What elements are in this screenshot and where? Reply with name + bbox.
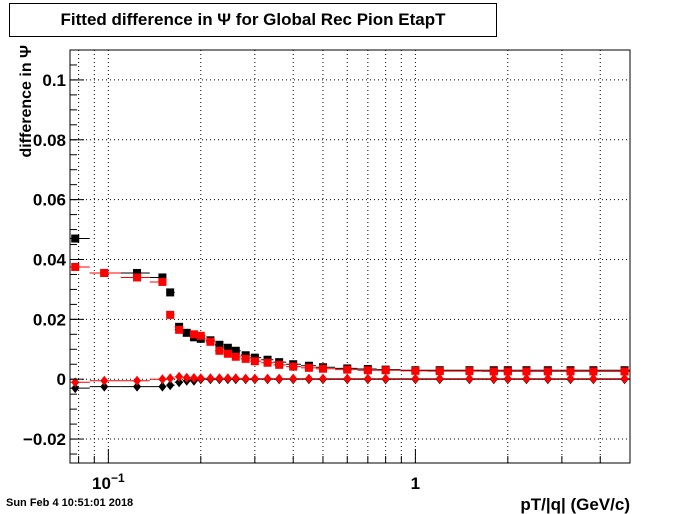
data-point-square <box>71 262 80 271</box>
x-axis-label: pT/|q| (GeV/c) <box>520 495 630 514</box>
y-tick-label: 0.1 <box>42 71 66 90</box>
data-point-square <box>158 277 167 286</box>
data-point-square <box>175 325 184 334</box>
data-point-diamond <box>189 373 198 384</box>
data-point-diamond <box>175 371 184 382</box>
data-point-square <box>411 366 420 375</box>
data-point-square <box>215 346 224 355</box>
data-point-square <box>189 330 198 339</box>
data-point-diamond <box>158 381 167 392</box>
chart-title: Fitted difference in Ψ for Global Rec Pi… <box>9 3 497 37</box>
grid-lines <box>70 50 631 463</box>
data-point-square <box>166 288 175 297</box>
data-point-diamond <box>363 373 372 384</box>
data-point-diamond <box>206 373 215 384</box>
data-point-diamond <box>263 373 272 384</box>
data-point-square <box>133 273 142 282</box>
data-point-diamond <box>100 375 109 386</box>
data-point-square <box>100 268 109 277</box>
data-point-square <box>620 367 629 376</box>
data-point-diamond <box>231 373 240 384</box>
data-point-square <box>241 354 250 363</box>
data-point-diamond <box>465 373 474 384</box>
y-tick-label: 0.06 <box>33 191 66 210</box>
data-point-square <box>223 349 232 358</box>
x-tick-label: 10−1 <box>92 471 125 493</box>
axis-ticks <box>70 64 631 463</box>
data-point-square <box>589 367 598 376</box>
data-point-diamond <box>411 373 420 384</box>
data-point-diamond <box>503 373 512 384</box>
data-point-diamond <box>166 380 175 391</box>
data-point-diamond <box>133 375 142 386</box>
data-point-diamond <box>241 373 250 384</box>
data-point-square <box>215 340 224 349</box>
y-tick-label: 0 <box>57 370 66 389</box>
data-point-diamond <box>133 381 142 392</box>
data-point-diamond <box>489 373 498 384</box>
data-point-square <box>363 366 372 375</box>
timestamp: Sun Feb 4 10:51:01 2018 <box>6 497 134 509</box>
y-axis-label: difference in Ψ <box>18 45 35 158</box>
data-point-square <box>166 310 175 319</box>
data-point-square <box>381 366 390 375</box>
data-point-diamond <box>158 374 167 385</box>
data-point-diamond <box>275 373 284 384</box>
y-tick-label: 0.08 <box>33 131 66 150</box>
data-point-square <box>250 357 259 366</box>
data-point-square <box>158 273 167 282</box>
data-point-diamond <box>182 372 191 383</box>
data-point-diamond <box>318 373 327 384</box>
data-point-square <box>566 367 575 376</box>
data-point-diamond <box>223 373 232 384</box>
plot-frame <box>69 49 631 464</box>
data-point-square <box>435 367 444 376</box>
data-point-diamond <box>166 373 175 384</box>
data-points <box>71 234 629 394</box>
data-point-square <box>343 365 352 374</box>
data-point-diamond <box>543 373 552 384</box>
data-point-square <box>465 367 474 376</box>
data-point-diamond <box>175 377 184 388</box>
data-point-square <box>489 367 498 376</box>
data-point-square <box>223 343 232 352</box>
data-point-square <box>71 234 80 243</box>
data-point-square <box>503 367 512 376</box>
data-point-square <box>318 364 327 373</box>
data-point-diamond <box>196 373 205 384</box>
data-point-square <box>304 363 313 372</box>
data-point-square <box>263 358 272 367</box>
data-point-diamond <box>215 373 224 384</box>
data-point-diamond <box>435 373 444 384</box>
data-point-diamond <box>522 373 531 384</box>
data-point-square <box>289 362 298 371</box>
data-point-square <box>182 328 191 337</box>
data-point-diamond <box>289 373 298 384</box>
data-point-diamond <box>100 381 109 392</box>
data-point-diamond <box>620 373 629 384</box>
data-point-square <box>275 360 284 369</box>
data-point-diamond <box>71 377 80 388</box>
x-tick-label: 1 <box>411 474 420 493</box>
data-point-square <box>196 331 205 340</box>
data-point-diamond <box>589 373 598 384</box>
data-point-diamond <box>304 373 313 384</box>
data-point-square <box>231 346 240 355</box>
data-point-square <box>522 367 531 376</box>
data-point-diamond <box>343 373 352 384</box>
y-tick-label: 0.02 <box>33 310 66 329</box>
data-point-diamond <box>71 383 80 394</box>
data-point-square <box>133 268 142 277</box>
data-point-diamond <box>566 373 575 384</box>
y-tick-label: 0.04 <box>33 250 67 269</box>
data-point-diamond <box>381 373 390 384</box>
y-tick-label: −0.02 <box>23 430 66 449</box>
data-point-square <box>231 352 240 361</box>
data-point-diamond <box>250 373 259 384</box>
data-point-square <box>206 337 215 346</box>
data-point-square <box>543 367 552 376</box>
tick-labels: −0.02 0 0.02 0.04 0.06 0.08 0.1 10−1 1 <box>23 71 420 493</box>
